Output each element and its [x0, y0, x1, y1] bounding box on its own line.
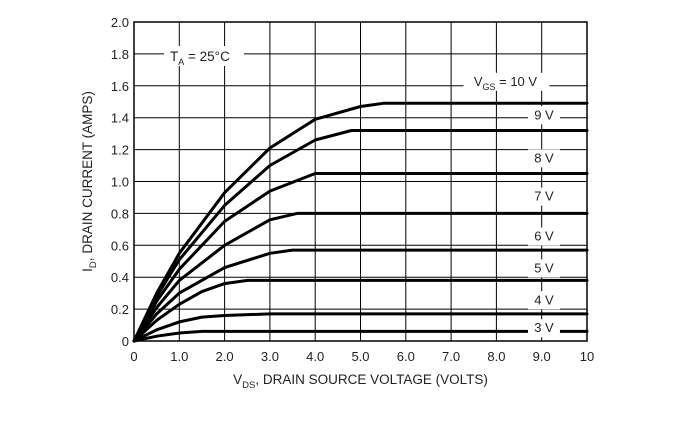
x-tick-label: 6.0: [397, 349, 415, 364]
curve-vgs-5v: [132, 278, 589, 343]
curve-vgs-10v: [132, 101, 589, 343]
curve-vgs-3v: [132, 329, 589, 343]
y-tick-label: 1.0: [111, 175, 129, 190]
label-background: [527, 149, 560, 168]
label-background: [527, 319, 560, 338]
tick-labels: 0 1.0 2.0 3.0 4.0 5.0 6.0 7.0 8.0 9.0 10 0 0.2 0.4 0.6…: [111, 15, 594, 364]
curve-label: 4 V: [534, 292, 554, 307]
curve-label: 9 V: [534, 107, 554, 122]
curve-vgs-6v: [132, 248, 589, 343]
x-tick-label: 9.0: [533, 349, 551, 364]
y-tick-label: 0.2: [111, 302, 129, 317]
x-tick-label: 5.0: [351, 349, 369, 364]
temperature-annotation: TA = 25°C: [170, 49, 230, 67]
x-tick-label: 4.0: [306, 349, 324, 364]
y-tick-label: 0.4: [111, 270, 129, 285]
x-tick-label: 2.0: [216, 349, 234, 364]
x-tick-label: 7.0: [442, 349, 460, 364]
curve-label: VGS = 10 V: [474, 74, 538, 92]
curve-label: 8 V: [534, 150, 554, 165]
curve-label: 7 V: [534, 189, 554, 204]
plot-area: [133, 21, 588, 342]
y-tick-label: 1.4: [111, 111, 129, 126]
y-tick-label: 2.0: [111, 15, 129, 30]
y-tick-label: 1.2: [111, 143, 129, 158]
x-axis-title: VDS, DRAIN SOURCE VOLTAGE (VOLTS): [233, 372, 488, 391]
curve-vgs-7v: [132, 211, 589, 343]
x-tick-label: 1.0: [170, 349, 188, 364]
label-background: [527, 227, 560, 246]
x-tick-label: 10: [580, 349, 594, 364]
label-background: [527, 259, 560, 278]
curve-label: 6 V: [534, 229, 554, 244]
curves: [132, 101, 589, 343]
label-background: [463, 72, 550, 91]
x-tick-label: 3.0: [261, 349, 279, 364]
y-tick-label: 0: [122, 334, 129, 349]
curve-label: 5 V: [534, 260, 554, 275]
curve-labels: VGS = 10 V 9 V 8 V 7 V 6 V 5 V 4 V 3 V: [463, 72, 560, 338]
curve-vgs-4v: [132, 312, 589, 343]
y-tick-label: 1.8: [111, 47, 129, 62]
y-axis-title: ID, DRAIN CURRENT (AMPS): [80, 91, 99, 272]
curve-vgs-8v: [132, 172, 589, 343]
y-tick-label: 0.6: [111, 238, 129, 253]
label-background: [527, 291, 560, 310]
x-tick-label: 8.0: [487, 349, 505, 364]
y-tick-label: 1.6: [111, 79, 129, 94]
x-tick-label: 0: [130, 349, 137, 364]
label-background: [527, 187, 560, 206]
annotation-background: [164, 46, 244, 66]
label-background: [527, 106, 560, 125]
curve-vgs-9v: [132, 129, 589, 343]
y-tick-label: 0.8: [111, 206, 129, 221]
curve-label: 3 V: [534, 320, 554, 335]
